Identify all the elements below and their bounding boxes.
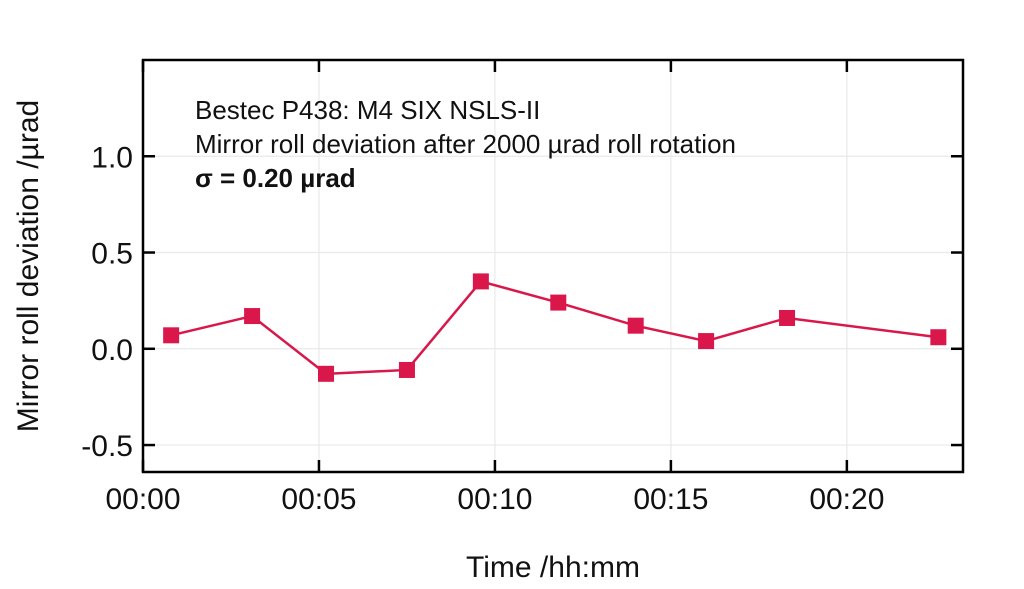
y-tick-label: 0.0 [91, 334, 133, 367]
data-point-marker [698, 333, 715, 350]
x-tick-label: 00:15 [633, 483, 708, 516]
plot-frame [141, 58, 965, 474]
data-point-marker [930, 329, 947, 346]
data-point-marker [779, 309, 796, 326]
x-tick-label: 00:00 [105, 483, 180, 516]
y-tick-label: -0.5 [81, 430, 133, 463]
data-point-marker [627, 317, 644, 334]
data-point-marker [318, 365, 335, 382]
data-point-marker [472, 273, 489, 290]
x-axis-title: Time /hh:mm [466, 551, 640, 584]
y-axis-title: Mirror roll deviation /µrad [12, 99, 45, 433]
x-tick-label: 00:05 [281, 483, 356, 516]
data-point-marker [398, 361, 415, 378]
annotation-sigma-value: σ = 0.20 µrad [195, 163, 356, 193]
data-point-marker [244, 308, 261, 325]
data-point-marker [163, 327, 180, 344]
data-point-marker [550, 294, 567, 311]
y-tick-label: 0.5 [91, 238, 133, 271]
x-tick-label: 00:20 [809, 483, 884, 516]
annotation-line-2: Mirror roll deviation after 2000 µrad ro… [195, 129, 736, 159]
annotation-line-1: Bestec P438: M4 SIX NSLS-II [195, 95, 541, 125]
x-tick-label: 00:10 [457, 483, 532, 516]
annotation-block: Bestec P438: M4 SIX NSLS-II Mirror roll … [195, 93, 736, 195]
y-tick-label: 1.0 [91, 141, 133, 174]
series-line [170, 279, 939, 376]
